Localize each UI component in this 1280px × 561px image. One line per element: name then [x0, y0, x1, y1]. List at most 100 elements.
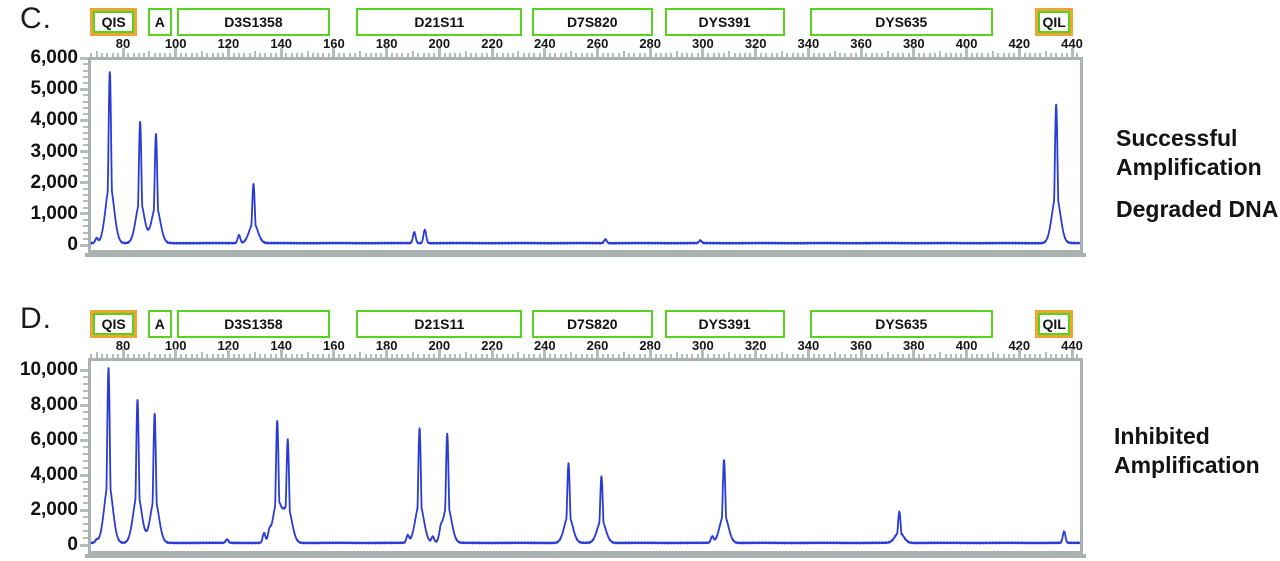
- x-tick: [90, 354, 93, 358]
- x-tick: [306, 51, 309, 57]
- y-tick: [80, 368, 88, 372]
- x-tick: [965, 48, 969, 57]
- x-tick: [437, 349, 441, 358]
- x-tick: [912, 48, 916, 57]
- x-tick: [933, 53, 936, 57]
- x-tick: [375, 53, 378, 57]
- x-tick: [765, 53, 768, 57]
- y-tick: [83, 537, 88, 539]
- x-tick: [1076, 354, 1079, 358]
- x-tick: [891, 354, 894, 358]
- x-tick-label-380: 380: [902, 338, 925, 353]
- x-tick: [264, 354, 267, 358]
- x-tick-label-120: 120: [217, 36, 240, 51]
- y-tick-label-2,000: 2,000: [30, 171, 78, 193]
- x-tick: [211, 53, 214, 57]
- x-tick: [549, 53, 551, 57]
- x-tick: [475, 354, 478, 358]
- y-tick: [83, 106, 88, 109]
- x-tick: [216, 354, 219, 358]
- panel-C-caption: Successful Amplification Degraded DNA: [1116, 124, 1278, 237]
- x-tick: [728, 51, 731, 57]
- x-tick: [875, 53, 878, 57]
- x-tick: [981, 53, 984, 57]
- x-tick: [859, 349, 863, 358]
- x-tick: [369, 354, 372, 358]
- x-tick: [1039, 53, 1042, 57]
- plot-bottom-edge: [85, 554, 1086, 558]
- x-tick: [174, 48, 178, 57]
- x-tick: [338, 354, 341, 358]
- x-tick-label-300: 300: [692, 338, 714, 353]
- y-tick: [80, 181, 88, 185]
- x-tick: [949, 53, 952, 57]
- x-tick: [143, 53, 146, 57]
- x-tick: [1070, 349, 1074, 358]
- y-tick: [80, 243, 88, 247]
- x-tick: [417, 53, 420, 57]
- x-tick: [1070, 48, 1074, 57]
- caption-group-0: Successful Amplification: [1116, 124, 1278, 182]
- x-tick-label-80: 80: [115, 338, 131, 353]
- x-tick: [612, 53, 615, 57]
- x-tick: [401, 354, 404, 358]
- x-tick: [100, 53, 103, 57]
- x-tick: [1028, 354, 1031, 358]
- x-tick: [701, 48, 705, 57]
- x-tick: [570, 352, 573, 358]
- x-tick: [939, 51, 942, 57]
- x-tick: [622, 352, 625, 358]
- x-tick: [396, 354, 399, 358]
- x-tick: [259, 354, 262, 358]
- y-tick: [83, 225, 88, 228]
- x-tick: [390, 354, 393, 358]
- x-tick: [470, 354, 472, 358]
- y-tick-label-0: 0: [67, 234, 78, 255]
- x-tick: [248, 53, 251, 57]
- x-tick: [686, 53, 689, 57]
- x-tick: [670, 354, 673, 358]
- x-tick: [412, 51, 414, 57]
- x-tick: [770, 53, 773, 57]
- x-tick: [375, 354, 378, 358]
- marker-box-D3S1358: D3S1358: [177, 8, 330, 36]
- marker-box-D21S11: D21S11: [356, 310, 523, 338]
- x-tick: [654, 354, 657, 358]
- x-tick: [833, 51, 836, 57]
- x-tick: [464, 352, 467, 358]
- x-tick: [986, 354, 989, 358]
- x-tick: [195, 354, 198, 358]
- x-tick: [897, 53, 899, 57]
- x-tick: [680, 53, 683, 57]
- y-tick: [80, 212, 88, 216]
- x-tick: [522, 354, 525, 358]
- y-tick: [83, 81, 88, 84]
- x-tick: [359, 352, 362, 358]
- x-tick: [343, 53, 346, 57]
- x-tick: [628, 53, 631, 57]
- x-tick: [406, 53, 409, 57]
- x-tick: [222, 354, 225, 358]
- x-tick: [902, 354, 905, 358]
- x-tick: [290, 53, 293, 57]
- x-tick: [253, 51, 256, 57]
- x-tick: [327, 354, 330, 358]
- x-tick: [564, 53, 567, 57]
- x-tick: [944, 53, 947, 57]
- x-tick: [717, 53, 720, 57]
- x-tick-label-240: 240: [533, 36, 556, 51]
- x-tick: [854, 53, 857, 57]
- x-tick: [296, 354, 298, 358]
- x-tick: [586, 354, 588, 358]
- x-tick: [586, 53, 588, 57]
- x-tick: [201, 51, 204, 57]
- x-tick: [317, 354, 320, 358]
- x-tick: [437, 48, 441, 57]
- x-tick: [918, 354, 921, 358]
- x-tick: [791, 354, 794, 358]
- x-tick: [158, 53, 161, 57]
- x-tick: [865, 354, 868, 358]
- x-tick: [1076, 53, 1079, 57]
- x-tick-label-320: 320: [744, 36, 767, 51]
